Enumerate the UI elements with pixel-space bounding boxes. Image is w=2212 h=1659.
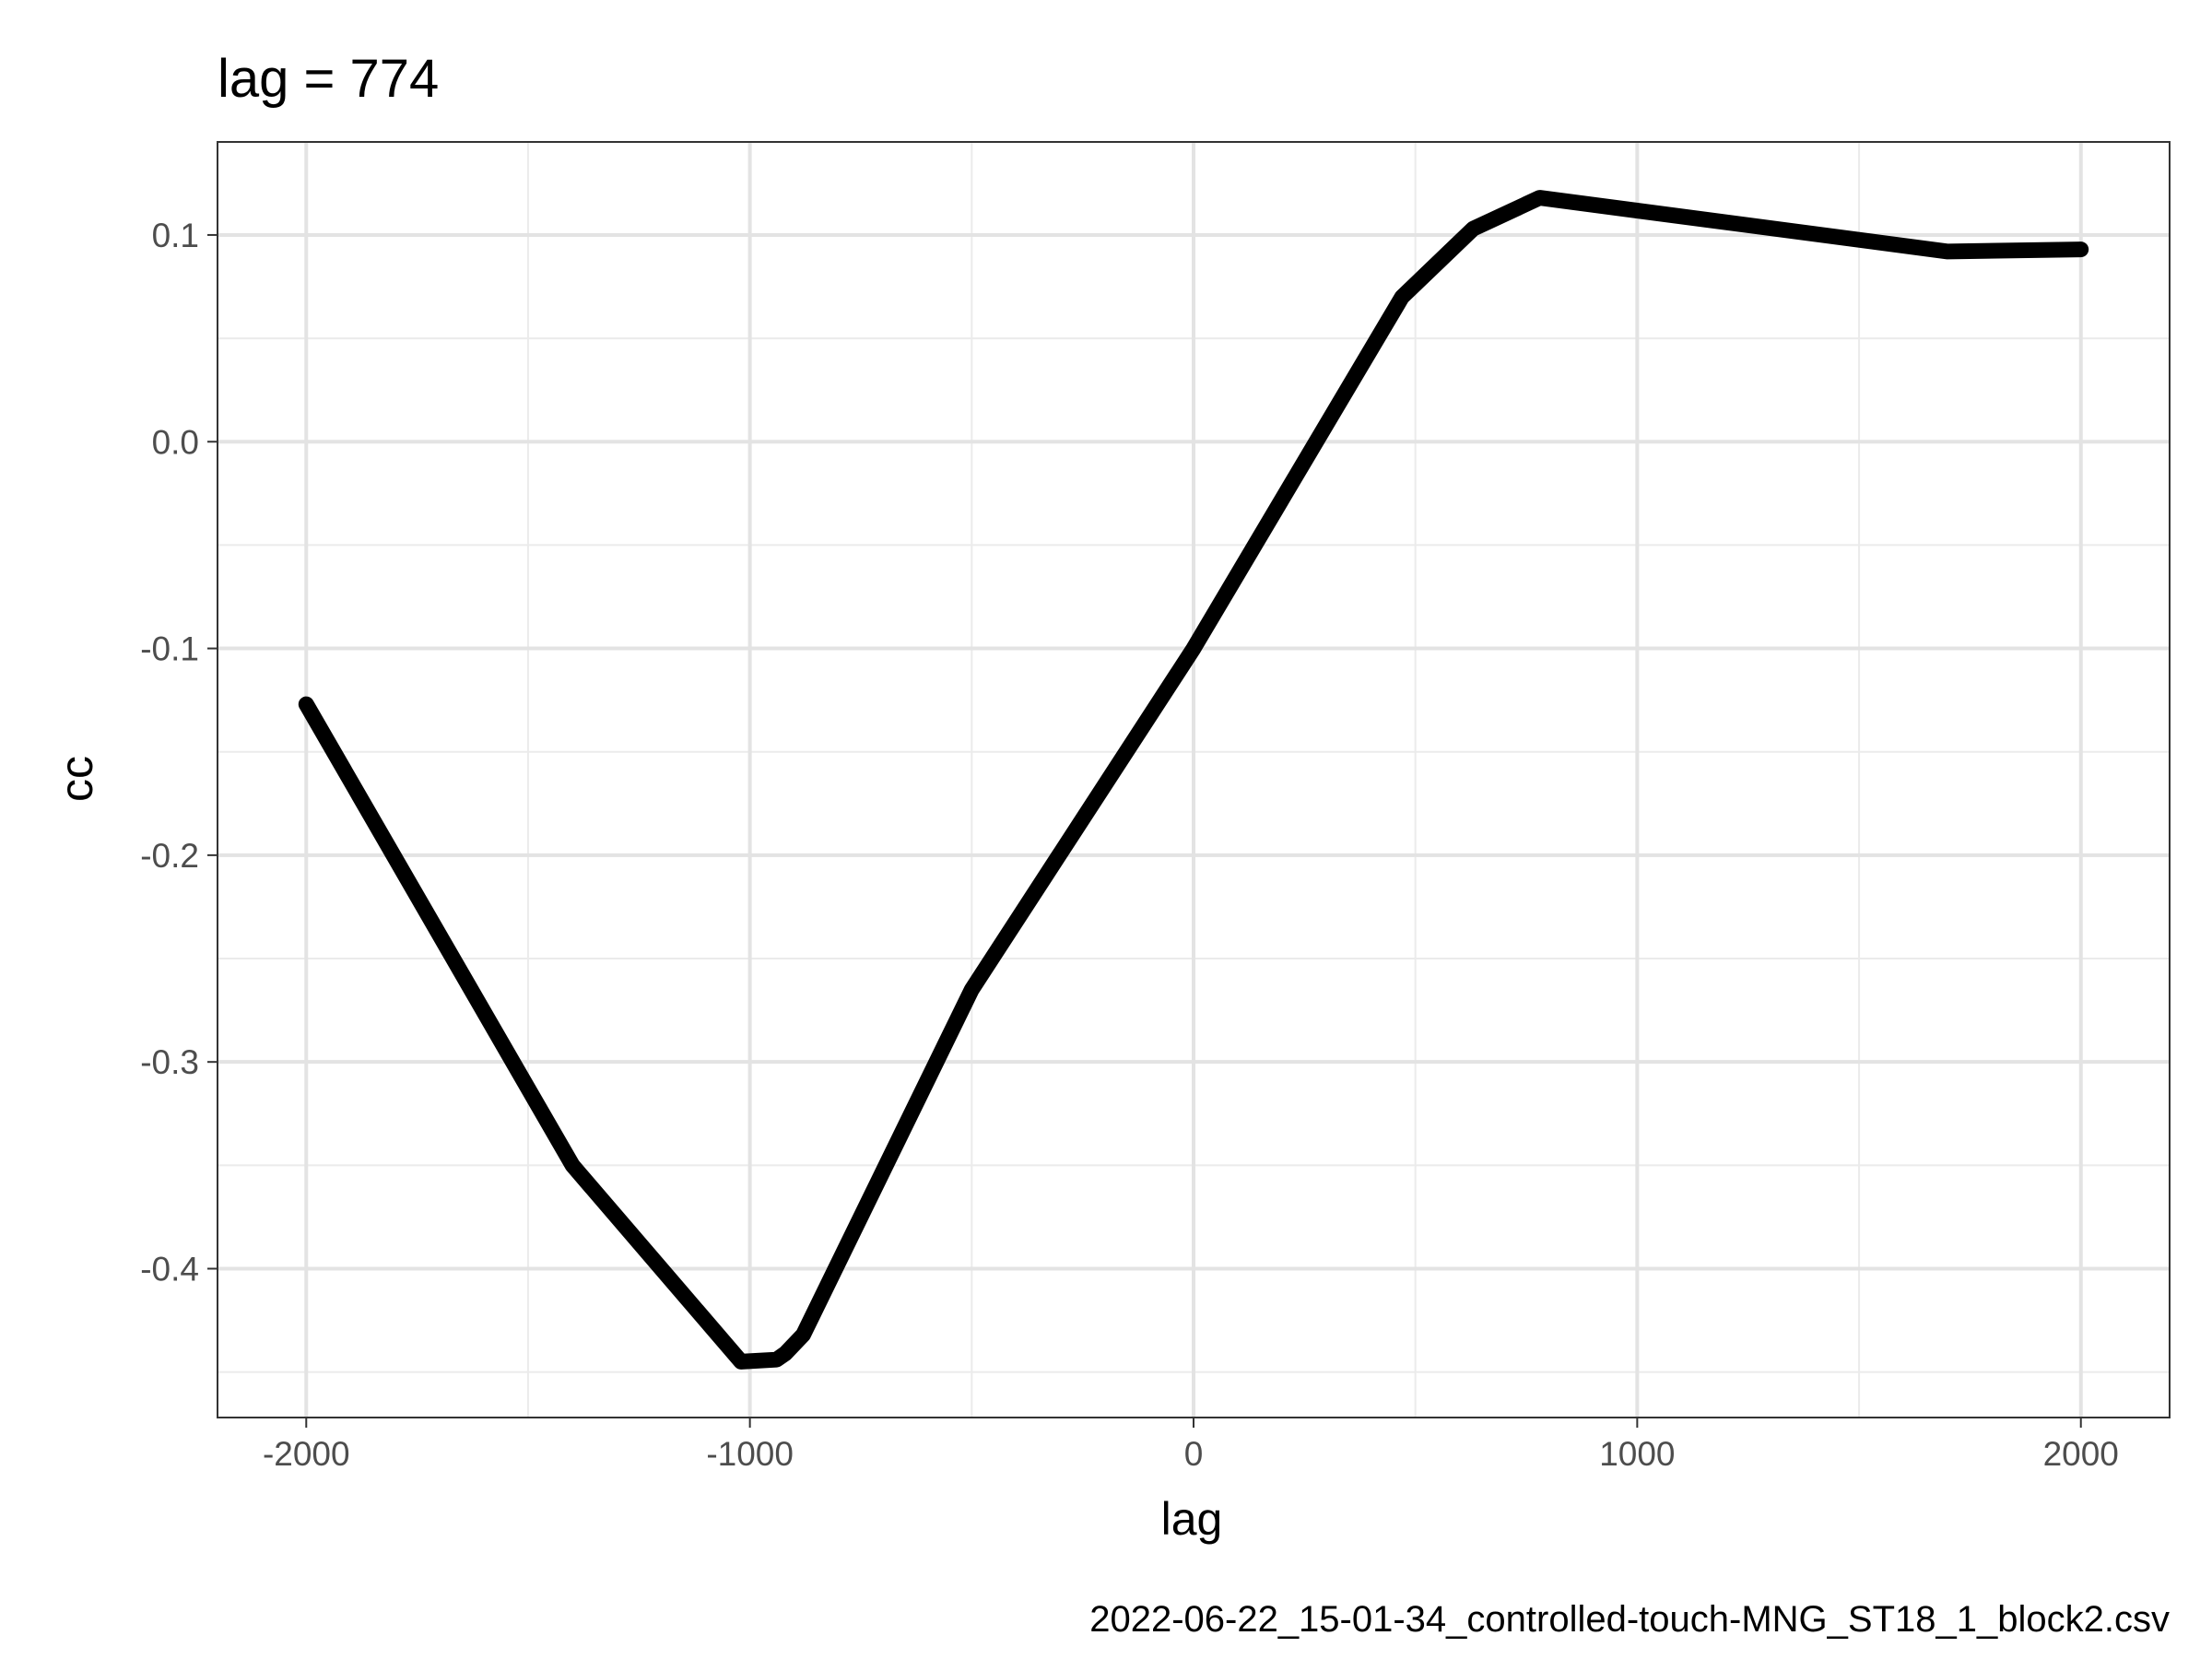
tick-labels: -2000 -1000 0 1000 2000 -0.4 -0.3 -0.2 -0.1 0.0 0.… — [140, 217, 2119, 1473]
chart-title: lag = 774 — [218, 49, 439, 109]
chart-caption: 2022-06-22_15-01-34_controlled-touch-MNG… — [1089, 1599, 2170, 1640]
x-tick-label: 1000 — [1599, 1435, 1675, 1473]
grid-major — [218, 142, 2170, 1418]
x-tick-label: 2000 — [2043, 1435, 2119, 1473]
x-tick-label: 0 — [1184, 1435, 1204, 1473]
y-tick-label: -0.3 — [140, 1043, 199, 1081]
axis-ticks — [207, 233, 2082, 1428]
y-tick-label: -0.2 — [140, 837, 199, 875]
y-axis-label: cc — [51, 756, 102, 802]
y-tick-label: 0.0 — [152, 423, 199, 461]
series-layer — [298, 190, 2089, 1370]
y-tick-label: 0.1 — [152, 217, 199, 254]
x-tick-label: -1000 — [706, 1435, 794, 1473]
x-tick-label: -2000 — [263, 1435, 350, 1473]
x-axis-label: lag — [1161, 1493, 1223, 1545]
y-tick-label: -0.4 — [140, 1250, 199, 1288]
y-tick-label: -0.1 — [140, 630, 199, 668]
series-line — [298, 190, 2089, 1370]
